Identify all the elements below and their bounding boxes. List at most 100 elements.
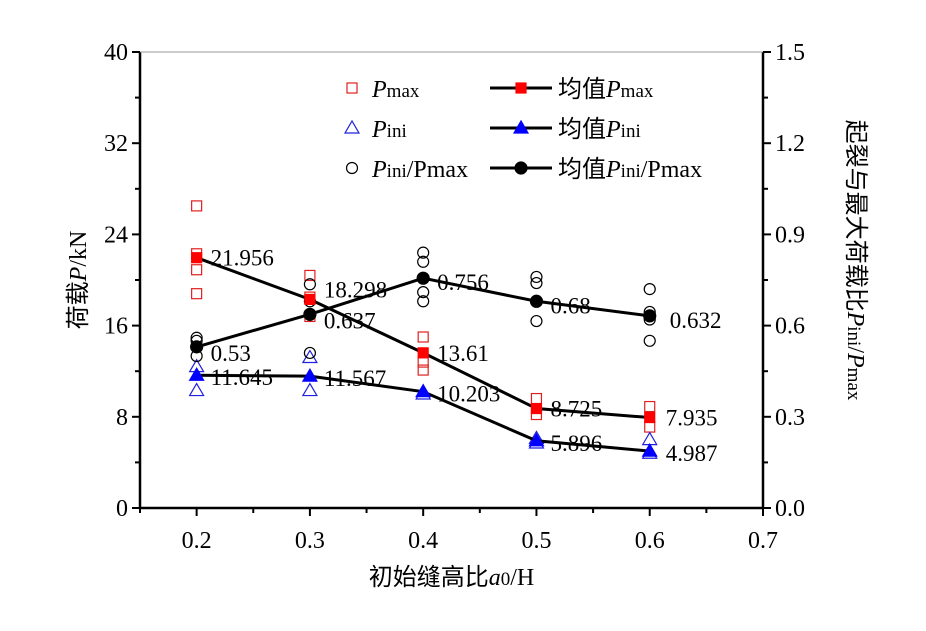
x-tick-label: 0.2: [182, 528, 212, 554]
legend-marker: [346, 82, 358, 94]
point-triangle-open: [188, 382, 205, 397]
x-label-sub: 0: [501, 569, 511, 590]
point-circle-open: [303, 278, 317, 291]
x-axis-label: 初始缝高比a0/H: [369, 564, 535, 591]
data-label: 0.53: [211, 341, 251, 366]
point-square-open: [644, 421, 656, 433]
legend-var: P: [371, 117, 387, 143]
y-left-label-text: 荷载: [65, 281, 92, 329]
legend-label: Pmax: [371, 77, 420, 103]
legend-label: 均值Pini: [558, 116, 641, 143]
y-left-label-suffix: /kN: [66, 231, 92, 267]
legend-sub: max: [621, 81, 654, 102]
mean-point: [416, 271, 430, 285]
point-square-open: [530, 392, 543, 405]
mean-point: [303, 307, 317, 321]
y-right-label-sub: max: [843, 368, 864, 401]
legend-label: 均值Pini/Pmax: [558, 156, 702, 183]
x-tick-label: 0.4: [408, 528, 438, 554]
point-circle-open: [530, 276, 543, 290]
y-left-tick-label: 32: [104, 131, 128, 157]
legend-label: Pini/Pmax: [371, 157, 468, 183]
y-right-axis-label: 起裂与最大荷载比Pini/Pmax: [842, 120, 869, 401]
x-tick-label: 0.6: [635, 528, 665, 554]
point-square-open: [644, 400, 656, 413]
data-label: 4.987: [666, 441, 718, 466]
y-left-label-var: P: [66, 266, 92, 282]
y-right-tick-label: 0.0: [775, 496, 805, 522]
legend-marker: [512, 119, 530, 134]
mean-point: [415, 383, 432, 398]
point-square-open: [191, 288, 203, 300]
point-circle-open: [303, 346, 317, 360]
data-label: 13.61: [437, 341, 489, 366]
y-left-tick-label: 8: [116, 405, 128, 431]
legend-var: P: [605, 77, 621, 103]
point-square-open: [417, 364, 429, 376]
point-square-open: [417, 331, 429, 343]
data-label: 11.645: [211, 365, 273, 390]
y-right-tick-label: 0.6: [775, 314, 805, 340]
data-label: 0.632: [670, 308, 722, 333]
legend-sub: ini: [387, 161, 407, 182]
x-label-var: a: [489, 565, 501, 591]
mean-point: [417, 347, 429, 359]
legend-sub: ini: [387, 121, 407, 142]
legend-rest: /Pmax: [407, 157, 468, 183]
data-label: 0.68: [550, 293, 590, 318]
point-triangle-open: [641, 431, 658, 446]
y-right-tick-label: 0.3: [775, 405, 805, 431]
data-label: 0.637: [324, 308, 376, 333]
data-label: 5.896: [550, 431, 602, 456]
y-right-tick-label: 1.2: [775, 131, 805, 157]
point-circle-open: [417, 255, 430, 268]
mean-point: [191, 252, 203, 264]
point-square-open: [191, 200, 203, 212]
legend-marker: [515, 82, 527, 94]
legend-sub: ini: [621, 161, 641, 182]
legend-label: Pini: [371, 117, 407, 143]
x-tick-label: 0.7: [748, 528, 778, 554]
x-tick-label: 0.5: [521, 528, 551, 554]
mean-point: [643, 309, 657, 323]
data-label: 21.956: [211, 246, 274, 271]
mean-point: [301, 367, 318, 382]
legend-label: 均值Pmax: [558, 76, 654, 103]
x-tick-label: 0.3: [295, 528, 325, 554]
y-left-tick-label: 24: [104, 222, 128, 248]
x-label-text: 初始缝高比: [369, 564, 489, 591]
mean-point: [641, 442, 658, 457]
x-label-suffix: /H: [510, 565, 534, 591]
point-circle-open: [643, 283, 656, 296]
legend-var: P: [371, 157, 387, 183]
point-triangle-open: [301, 382, 318, 397]
point-circle-open: [530, 314, 543, 328]
y-right-label-text: 起裂与最大荷载比: [842, 120, 869, 312]
mean-point: [304, 293, 316, 306]
point-circle-open: [417, 295, 430, 308]
legend-prefix: 均值: [558, 156, 606, 183]
y-right-tick-label: 1.5: [775, 40, 805, 66]
mean-point: [529, 294, 544, 308]
legend-var: P: [371, 77, 387, 103]
legend-sub: max: [387, 81, 420, 102]
mean-point: [188, 367, 205, 381]
legend-marker: [345, 161, 359, 175]
y-right-label-sub: ini: [843, 326, 864, 346]
point-circle-open: [643, 334, 656, 347]
legend-var: P: [605, 117, 621, 143]
y-left-tick-label: 40: [104, 40, 128, 66]
point-square-open: [304, 269, 316, 282]
point-circle-open: [417, 286, 430, 299]
data-label: 7.935: [666, 406, 718, 431]
mean-point: [530, 402, 543, 415]
y-left-axis-label: 荷载P/kN: [65, 231, 92, 330]
y-right-label-var: P: [842, 352, 868, 368]
legend-marker: [514, 161, 528, 175]
legend-prefix: 均值: [558, 76, 606, 103]
mean-point: [528, 432, 545, 447]
mean-point: [644, 411, 656, 424]
y-left-tick-label: 16: [104, 314, 128, 340]
point-circle-open: [530, 270, 543, 284]
